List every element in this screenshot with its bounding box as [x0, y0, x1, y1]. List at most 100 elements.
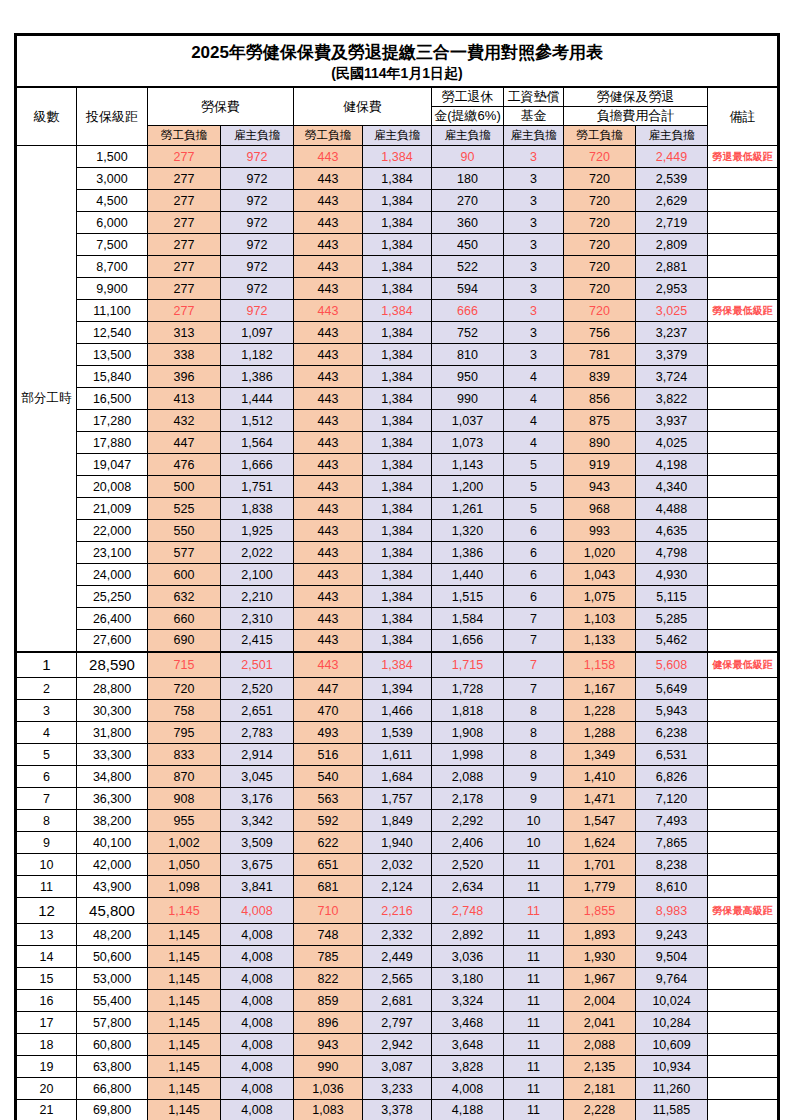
cell-level: 14 [16, 946, 77, 968]
cell-insured-bracket: 45,800 [77, 898, 148, 924]
cell-labor-ins-employer: 3,841 [221, 876, 294, 898]
cell-insured-bracket: 1,500 [77, 146, 148, 168]
cell-note [708, 366, 779, 388]
table-row: 17,8804471,5644431,3841,07348904,025 [16, 432, 779, 454]
cell-pension-employer: 1,073 [432, 432, 504, 454]
cell-health-ins-employer: 2,797 [363, 1012, 432, 1034]
cell-health-ins-employee: 443 [294, 344, 363, 366]
cell-wage-fund-employer: 11 [504, 1078, 564, 1100]
cell-note: 勞保最低級距 [708, 300, 779, 322]
page-title: 2025年勞健保保費及勞退提繳三合一費用對照參考用表 [17, 41, 777, 66]
cell-level: 8 [16, 810, 77, 832]
cell-labor-ins-employer: 972 [221, 168, 294, 190]
cell-total-employer: 4,635 [636, 520, 708, 542]
cell-labor-ins-employee: 660 [148, 608, 221, 630]
cell-note [708, 810, 779, 832]
cell-health-ins-employer: 1,394 [363, 678, 432, 700]
cell-insured-bracket: 42,000 [77, 854, 148, 876]
cell-note [708, 854, 779, 876]
cell-pension-employer: 2,892 [432, 924, 504, 946]
cell-wage-fund-employer: 4 [504, 366, 564, 388]
cell-wage-fund-employer: 7 [504, 630, 564, 652]
cell-note [708, 832, 779, 854]
subheader-wage-fund-employer: 雇主負擔 [504, 126, 564, 146]
cell-labor-ins-employee: 1,145 [148, 968, 221, 990]
cell-total-employer: 6,826 [636, 766, 708, 788]
table-body: 部分工時1,5002779724431,3849037202,449勞退最低級距… [16, 146, 779, 1120]
cell-labor-ins-employer: 1,097 [221, 322, 294, 344]
cell-insured-bracket: 53,000 [77, 968, 148, 990]
cell-total-employer: 5,285 [636, 608, 708, 630]
cell-total-employee: 781 [564, 344, 636, 366]
cell-pension-employer: 4,008 [432, 1078, 504, 1100]
cell-note [708, 454, 779, 476]
cell-insured-bracket: 22,000 [77, 520, 148, 542]
cell-labor-ins-employee: 476 [148, 454, 221, 476]
table-row: 22,0005501,9254431,3841,32069934,635 [16, 520, 779, 542]
table-row: 128,5907152,5014431,3841,71571,1585,608健… [16, 652, 779, 678]
cell-pension-employer: 3,648 [432, 1034, 504, 1056]
cell-group-part-time: 部分工時 [16, 146, 77, 652]
cell-labor-ins-employee: 396 [148, 366, 221, 388]
premium-reference-table: 2025年勞健保保費及勞退提繳三合一費用對照參考用表 (民國114年1月1日起)… [14, 33, 780, 1120]
cell-health-ins-employee: 1,083 [294, 1100, 363, 1120]
subheader-pension-employer: 雇主負擔 [432, 126, 504, 146]
cell-total-employer: 7,120 [636, 788, 708, 810]
cell-labor-ins-employee: 795 [148, 722, 221, 744]
cell-health-ins-employee: 748 [294, 924, 363, 946]
cell-wage-fund-employer: 4 [504, 388, 564, 410]
header-note: 備註 [708, 87, 779, 146]
cell-total-employee: 1,228 [564, 700, 636, 722]
table-row: 7,5002779724431,38445037202,809 [16, 234, 779, 256]
cell-labor-ins-employee: 720 [148, 678, 221, 700]
cell-health-ins-employer: 1,384 [363, 344, 432, 366]
cell-insured-bracket: 33,300 [77, 744, 148, 766]
cell-wage-fund-employer: 11 [504, 1100, 564, 1120]
cell-level: 5 [16, 744, 77, 766]
table-row: 9,9002779724431,38459437202,953 [16, 278, 779, 300]
cell-wage-fund-employer: 11 [504, 898, 564, 924]
cell-labor-ins-employer: 4,008 [221, 898, 294, 924]
cell-total-employer: 3,937 [636, 410, 708, 432]
table-row: 20,0085001,7514431,3841,20059434,340 [16, 476, 779, 498]
cell-note [708, 1034, 779, 1056]
cell-health-ins-employee: 592 [294, 810, 363, 832]
table-row: 1042,0001,0503,6756512,0322,520111,7018,… [16, 854, 779, 876]
header-labor-insurance: 勞保費 [148, 87, 294, 126]
cell-total-employee: 1,967 [564, 968, 636, 990]
cell-total-employer: 8,610 [636, 876, 708, 898]
cell-total-employee: 720 [564, 234, 636, 256]
table-row: 8,7002779724431,38452237202,881 [16, 256, 779, 278]
cell-total-employer: 9,243 [636, 924, 708, 946]
cell-wage-fund-employer: 7 [504, 652, 564, 678]
cell-wage-fund-employer: 6 [504, 520, 564, 542]
cell-total-employee: 968 [564, 498, 636, 520]
cell-labor-ins-employer: 2,310 [221, 608, 294, 630]
cell-health-ins-employee: 443 [294, 168, 363, 190]
cell-labor-ins-employee: 313 [148, 322, 221, 344]
cell-total-employee: 1,167 [564, 678, 636, 700]
cell-note [708, 968, 779, 990]
cell-health-ins-employer: 1,384 [363, 608, 432, 630]
cell-labor-ins-employer: 1,925 [221, 520, 294, 542]
cell-labor-ins-employer: 2,022 [221, 542, 294, 564]
cell-health-ins-employer: 1,466 [363, 700, 432, 722]
cell-total-employer: 3,724 [636, 366, 708, 388]
cell-level: 16 [16, 990, 77, 1012]
cell-labor-ins-employer: 4,008 [221, 1078, 294, 1100]
cell-note [708, 212, 779, 234]
cell-health-ins-employer: 1,940 [363, 832, 432, 854]
cell-health-ins-employer: 1,384 [363, 366, 432, 388]
cell-pension-employer: 3,036 [432, 946, 504, 968]
cell-pension-employer: 2,748 [432, 898, 504, 924]
cell-health-ins-employee: 896 [294, 1012, 363, 1034]
cell-total-employee: 2,004 [564, 990, 636, 1012]
cell-labor-ins-employee: 870 [148, 766, 221, 788]
cell-total-employee: 1,133 [564, 630, 636, 652]
table-row: 27,6006902,4154431,3841,65671,1335,462 [16, 630, 779, 652]
cell-wage-fund-employer: 4 [504, 432, 564, 454]
cell-health-ins-employer: 1,384 [363, 542, 432, 564]
subheader-total-employee: 勞工負擔 [564, 126, 636, 146]
cell-wage-fund-employer: 3 [504, 278, 564, 300]
table-row: 12,5403131,0974431,38475237563,237 [16, 322, 779, 344]
